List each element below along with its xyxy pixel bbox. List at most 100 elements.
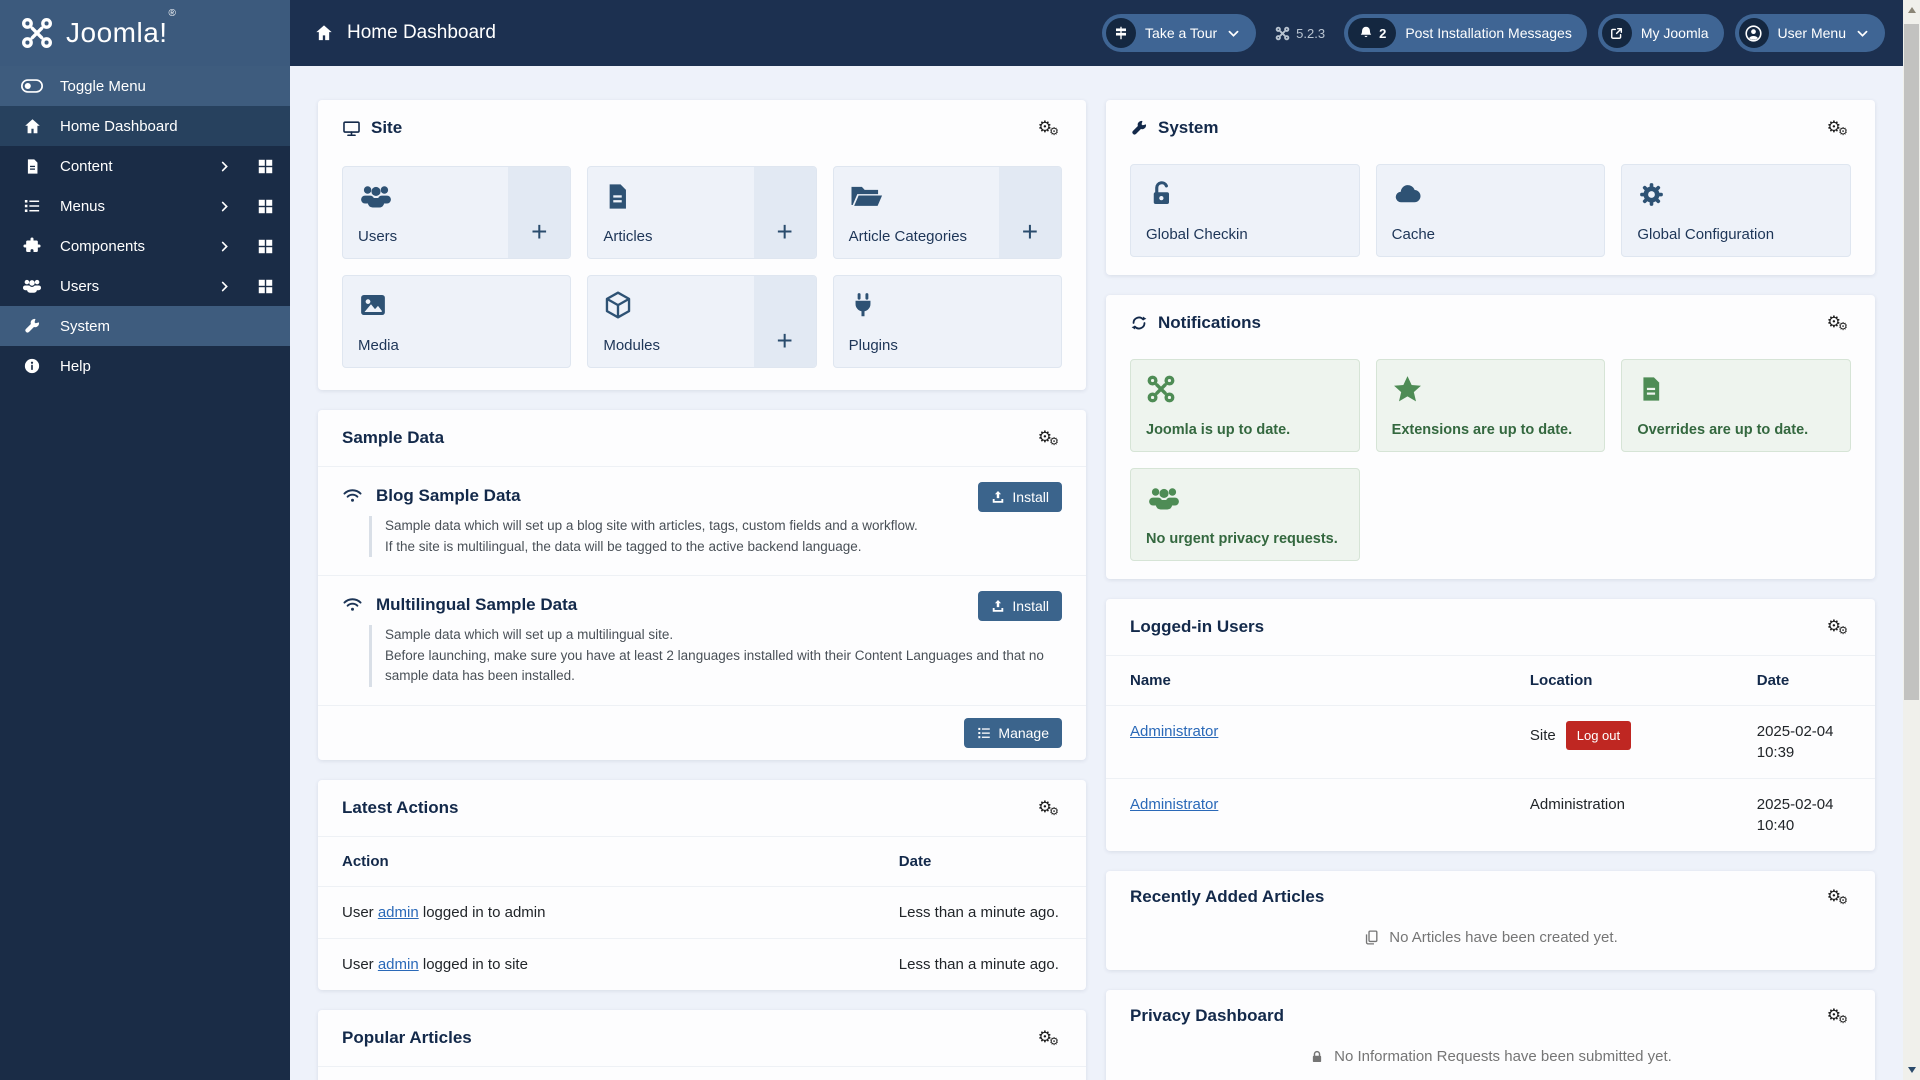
administrator-link[interactable]: Administrator bbox=[1130, 796, 1219, 813]
panel-settings-icon[interactable]: ⚙⚙ bbox=[1037, 1028, 1059, 1048]
logged-in-users-panel: Logged-in Users ⚙⚙ Name Location Date bbox=[1106, 599, 1875, 851]
body-row: Toggle Menu Home Dashboard Content bbox=[0, 66, 1903, 1080]
chevron-right-icon bbox=[217, 239, 232, 254]
people-icon bbox=[1146, 482, 1344, 514]
location-cell: Site Log out bbox=[1505, 705, 1733, 779]
add-article-category-button[interactable]: + bbox=[998, 167, 1061, 258]
sidebar-item-label: Help bbox=[60, 357, 91, 375]
notification-card-privacy-requests[interactable]: No urgent privacy requests. bbox=[1130, 468, 1360, 561]
install-blog-sample-data-button[interactable]: Install bbox=[978, 482, 1062, 512]
log-out-button[interactable]: Log out bbox=[1565, 721, 1632, 750]
user-circle-icon bbox=[1738, 18, 1769, 48]
latest-actions-title: Latest Actions bbox=[342, 797, 459, 817]
admin-user-link[interactable]: admin bbox=[377, 955, 419, 973]
notification-card-overrides-up-to-date[interactable]: Overrides are up to date. bbox=[1621, 359, 1851, 452]
signpost-icon bbox=[1106, 18, 1137, 48]
install-multilingual-sample-data-button[interactable]: Install bbox=[978, 591, 1062, 622]
date-cell: Less than a minute ago. bbox=[898, 955, 1059, 973]
sidebar-item-help[interactable]: Help bbox=[0, 346, 290, 386]
date-cell: 2025-02-04 10:39 bbox=[1732, 705, 1875, 779]
system-card-cache[interactable]: Cache bbox=[1375, 164, 1606, 257]
site-card-users[interactable]: Users + bbox=[342, 166, 572, 259]
sidebar-item-label: Toggle Menu bbox=[60, 77, 146, 95]
panel-settings-icon[interactable]: ⚙⚙ bbox=[1826, 119, 1848, 138]
cloud-icon bbox=[1392, 178, 1590, 210]
recently-added-articles-panel: Recently Added Articles ⚙⚙ No Articles h… bbox=[1106, 871, 1875, 970]
right-column: System ⚙⚙ Global Checkin bbox=[1106, 100, 1875, 1080]
panel-settings-icon[interactable]: ⚙⚙ bbox=[1826, 618, 1848, 637]
scrollbar-down-arrow[interactable] bbox=[1903, 1062, 1920, 1078]
left-column: Site ⚙⚙ Users + bbox=[318, 100, 1086, 1080]
panel-settings-icon[interactable]: ⚙⚙ bbox=[1037, 429, 1059, 448]
recently-added-articles-title: Recently Added Articles bbox=[1130, 887, 1325, 906]
panel-settings-icon[interactable]: ⚙⚙ bbox=[1826, 1007, 1848, 1026]
dashboard-grid-icon[interactable] bbox=[257, 158, 274, 175]
lock-icon bbox=[1309, 1049, 1325, 1065]
scrollbar-up-arrow[interactable] bbox=[1903, 2, 1920, 18]
system-card-global-checkin[interactable]: Global Checkin bbox=[1130, 164, 1360, 257]
column-header-date: Date bbox=[874, 836, 1086, 887]
site-panel: Site ⚙⚙ Users + bbox=[318, 100, 1086, 390]
sidebar-item-system[interactable]: System bbox=[0, 306, 290, 346]
upload-icon bbox=[991, 599, 1005, 613]
user-menu-button[interactable]: User Menu bbox=[1734, 14, 1885, 52]
people-icon bbox=[358, 180, 555, 212]
window-scrollbar[interactable] bbox=[1903, 0, 1920, 1080]
post-installation-messages-button[interactable]: 2 Post Installation Messages bbox=[1344, 14, 1587, 52]
sidebar-item-content[interactable]: Content bbox=[0, 146, 290, 186]
image-icon bbox=[358, 289, 555, 321]
dashboard-grid-icon[interactable] bbox=[257, 238, 274, 255]
file-icon bbox=[603, 180, 800, 212]
plug-icon bbox=[849, 289, 1046, 321]
panel-settings-icon[interactable]: ⚙⚙ bbox=[1037, 119, 1059, 138]
brand-wordmark: Joomla!® bbox=[66, 8, 177, 48]
sidebar-item-label: Menus bbox=[60, 197, 106, 215]
administrator-link[interactable]: Administrator bbox=[1130, 723, 1219, 740]
panel-settings-icon[interactable]: ⚙⚙ bbox=[1826, 314, 1848, 333]
notification-card-extensions-up-to-date[interactable]: Extensions are up to date. bbox=[1375, 359, 1606, 452]
notification-count-badge: 2 bbox=[1379, 25, 1387, 41]
wifi-icon bbox=[342, 594, 363, 615]
site-card-media[interactable]: Media bbox=[342, 275, 572, 368]
add-module-button[interactable]: + bbox=[753, 276, 816, 367]
chevron-right-icon bbox=[217, 199, 232, 214]
chevron-down-icon bbox=[1226, 26, 1241, 41]
sidebar-item-components[interactable]: Components bbox=[0, 226, 290, 266]
sidebar-item-users[interactable]: Users bbox=[0, 266, 290, 306]
panel-settings-icon[interactable]: ⚙⚙ bbox=[1826, 888, 1848, 907]
manage-button[interactable]: Manage bbox=[964, 717, 1062, 748]
site-card-modules[interactable]: Modules + bbox=[587, 275, 817, 368]
name-cell: Administrator bbox=[1106, 705, 1506, 779]
sidebar-item-toggle-menu[interactable]: Toggle Menu bbox=[0, 66, 290, 106]
popular-articles-panel: Popular Articles ⚙⚙ No Articles have bee… bbox=[318, 1009, 1086, 1080]
add-users-button[interactable]: + bbox=[508, 167, 571, 258]
top-bar-actions: Take a Tour 5.2.3 bbox=[1102, 14, 1885, 52]
site-card-article-categories[interactable]: Article Categories + bbox=[832, 166, 1062, 259]
site-card-articles[interactable]: Articles + bbox=[587, 166, 817, 259]
dashboard-grid-icon[interactable] bbox=[257, 198, 274, 215]
admin-user-link[interactable]: admin bbox=[377, 903, 419, 921]
upload-icon bbox=[991, 490, 1005, 504]
add-article-button[interactable]: + bbox=[753, 167, 816, 258]
home-icon bbox=[19, 117, 45, 136]
notification-card-joomla-up-to-date[interactable]: Joomla is up to date. bbox=[1130, 359, 1360, 452]
blog-sample-data-description: Sample data which will set up a blog sit… bbox=[369, 516, 1062, 558]
sidebar-item-label: Content bbox=[60, 157, 113, 175]
privacy-dashboard-title: Privacy Dashboard bbox=[1130, 1006, 1285, 1025]
joomla-brand[interactable]: Joomla!® bbox=[0, 0, 290, 66]
sidebar-item-label: Home Dashboard bbox=[60, 117, 178, 135]
take-a-tour-button[interactable]: Take a Tour bbox=[1102, 14, 1257, 52]
dashboard-grid-icon[interactable] bbox=[257, 278, 274, 295]
top-bar: Joomla!® Home Dashboard Take a Tour bbox=[0, 0, 1903, 66]
sidebar-item-home-dashboard[interactable]: Home Dashboard bbox=[0, 106, 290, 146]
scrollbar-thumb[interactable] bbox=[1904, 24, 1919, 700]
my-joomla-button[interactable]: My Joomla bbox=[1597, 14, 1724, 52]
site-card-plugins[interactable]: Plugins bbox=[832, 275, 1062, 368]
date-cell: Less than a minute ago. bbox=[874, 886, 1086, 939]
system-card-global-configuration[interactable]: Global Configuration bbox=[1621, 164, 1851, 257]
panel-settings-icon[interactable]: ⚙⚙ bbox=[1037, 798, 1059, 818]
table-row: Administrator Site Log out 2025-02-04 10:… bbox=[1106, 705, 1875, 779]
sidebar-item-menus[interactable]: Menus bbox=[0, 186, 290, 226]
site-cards: Users + Articles + bbox=[318, 156, 1086, 390]
external-link-icon bbox=[1601, 18, 1632, 48]
